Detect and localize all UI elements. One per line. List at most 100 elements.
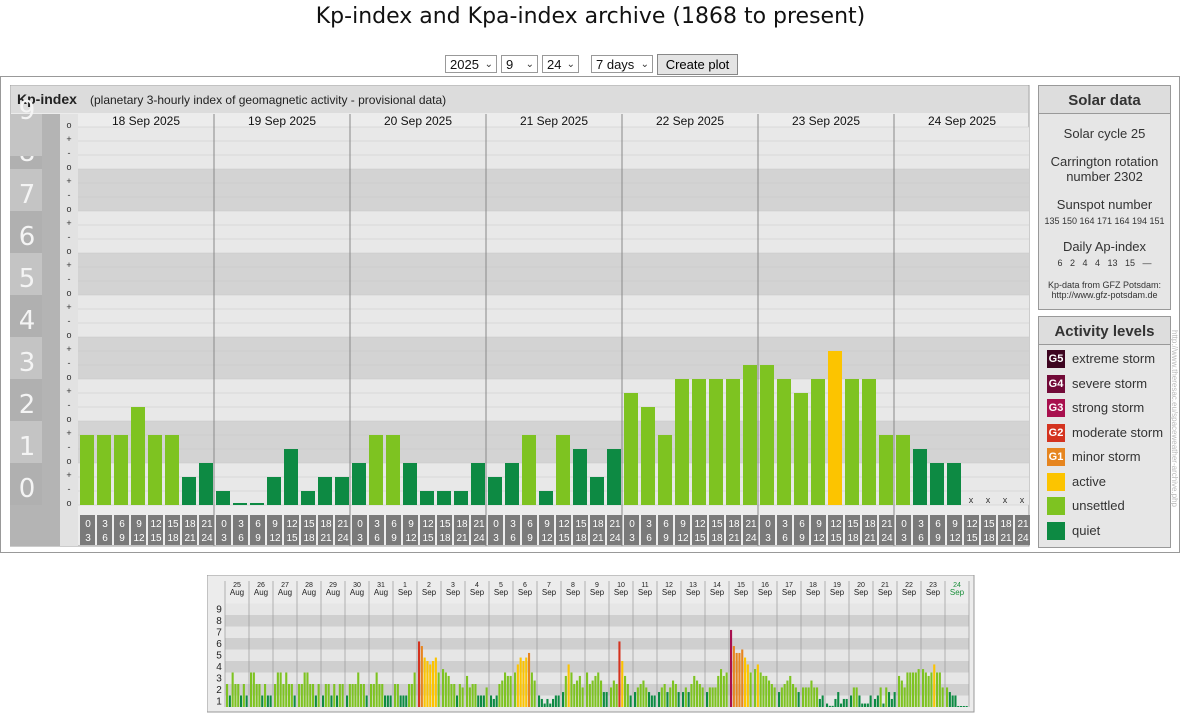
- overview-y-tick: 9: [216, 605, 222, 616]
- overview-day-number: 26: [257, 582, 265, 589]
- overview-bar: [612, 680, 615, 707]
- interval-start: 18: [456, 519, 468, 530]
- overview-day-number: 30: [353, 582, 361, 589]
- activity-level-item: G4 severe storm: [1045, 374, 1170, 394]
- overview-bar: [255, 684, 258, 707]
- overview-month: Sep: [926, 588, 941, 597]
- overview-bar: [378, 684, 381, 707]
- overview-bar: [744, 657, 747, 707]
- kp-bar: [692, 379, 706, 505]
- overview-bar: [324, 684, 327, 707]
- year-value: 2025: [450, 57, 479, 72]
- chart-header-band: [11, 86, 1028, 113]
- kp-bar: [794, 392, 808, 505]
- y-sub-tick: -: [68, 190, 71, 200]
- overview-bar: [231, 672, 234, 707]
- overview-bar: [906, 672, 909, 707]
- overview-bar: [682, 692, 685, 707]
- overview-bar: [591, 680, 594, 707]
- activity-level-label: moderate storm: [1072, 424, 1164, 440]
- overview-bar: [698, 684, 701, 707]
- interval-start: 3: [102, 519, 108, 530]
- overview-bar: [245, 695, 248, 707]
- kp-bar: [760, 365, 774, 505]
- kp-bar: [80, 434, 94, 505]
- overview-bar: [768, 680, 771, 707]
- interval-cell: [1015, 515, 1030, 545]
- grid-band: [78, 155, 1029, 169]
- overview-bar: [864, 703, 867, 707]
- overview-bar: [581, 687, 584, 707]
- overview-bar: [642, 680, 645, 707]
- interval-start: 15: [575, 519, 587, 530]
- overview-month: Aug: [374, 588, 388, 597]
- kp-bar: [182, 476, 196, 505]
- overview-bar: [290, 684, 293, 707]
- interval-start: 18: [184, 519, 196, 530]
- overview-bar: [890, 698, 893, 707]
- activity-levels-title: Activity levels: [1039, 317, 1170, 345]
- overview-bar: [954, 695, 957, 707]
- activity-levels-panel: Activity levels G5 extreme storm G4 severe …: [1038, 316, 1171, 548]
- year-select[interactable]: 2025 ⌄: [445, 55, 497, 73]
- interval-start: 15: [983, 519, 995, 530]
- overview-bar: [962, 706, 965, 707]
- interval-cell: [437, 515, 452, 545]
- day-select[interactable]: 24 ⌄: [542, 55, 579, 73]
- overview-bar: [394, 684, 397, 707]
- y-sub-tick: o: [66, 246, 71, 256]
- y-sub-tick: o: [66, 372, 71, 382]
- overview-day-number: 16: [761, 582, 769, 589]
- interval-start: 21: [881, 519, 893, 530]
- interval-start: 21: [337, 519, 349, 530]
- y-sub-tick: +: [66, 134, 71, 144]
- interval-end: 15: [150, 533, 162, 544]
- overview-bar: [816, 687, 819, 707]
- overview-day-number: 2: [427, 582, 431, 589]
- overview-bar: [261, 695, 264, 707]
- interval-end: 6: [918, 533, 924, 544]
- interval-start: 15: [167, 519, 179, 530]
- activity-level-label: active: [1072, 473, 1106, 489]
- overview-bar: [442, 669, 445, 707]
- interval-end: 21: [864, 533, 876, 544]
- overview-bar: [783, 684, 786, 707]
- interval-end: 24: [881, 533, 893, 544]
- kp-bar: [420, 491, 434, 505]
- month-select[interactable]: 9 ⌄: [501, 55, 538, 73]
- grid-band: [78, 323, 1029, 337]
- y-tick-label: 1: [19, 432, 36, 462]
- grid-band: [78, 491, 1029, 505]
- overview-bar: [773, 687, 776, 707]
- interval-end: 3: [629, 533, 635, 544]
- y-sub-tick: +: [66, 470, 71, 480]
- kp-bar: [250, 503, 264, 505]
- overview-bar: [495, 695, 498, 707]
- interval-end: 6: [646, 533, 652, 544]
- interval-cell: [505, 515, 520, 545]
- kp-bar: [607, 449, 621, 505]
- y-band: [10, 295, 42, 337]
- overview-month: Sep: [614, 588, 629, 597]
- kp-bar: [267, 476, 281, 505]
- overview-bar: [458, 684, 461, 707]
- overview-bar: [831, 705, 834, 707]
- kp-bar: [556, 434, 570, 505]
- overview-band: [225, 603, 969, 615]
- overview-day-number: 24: [953, 582, 961, 589]
- create-plot-button[interactable]: Create plot: [657, 54, 738, 75]
- overview-bar: [453, 684, 456, 707]
- activity-level-swatch: G4: [1047, 374, 1065, 393]
- overview-day-number: 15: [737, 582, 745, 589]
- overview-bar: [434, 657, 437, 707]
- overview-y-tick: 5: [216, 651, 222, 662]
- interval-cell: [250, 515, 265, 545]
- kp-bar: [318, 476, 332, 505]
- interval-cell: [845, 515, 860, 545]
- overview-day-number: 7: [547, 582, 551, 589]
- overview-bar: [869, 695, 872, 707]
- overview-bar: [912, 672, 915, 707]
- interval-start: 12: [286, 519, 298, 530]
- period-select[interactable]: 7 days ⌄: [591, 55, 653, 73]
- overview-month: Aug: [326, 588, 340, 597]
